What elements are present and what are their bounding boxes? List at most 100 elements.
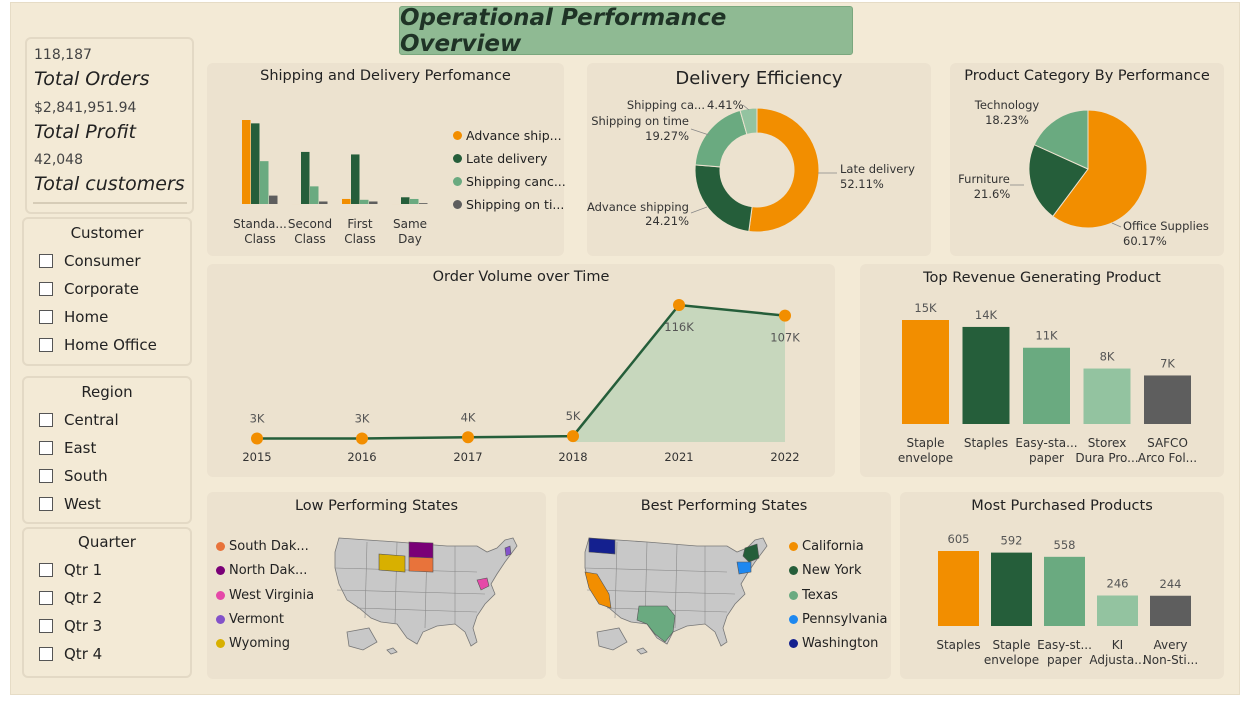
state-california	[584, 571, 612, 609]
data-point	[251, 432, 263, 445]
checkbox[interactable]	[39, 563, 53, 577]
x-tick-label: 2021	[664, 450, 693, 464]
slicer-item-east[interactable]: East	[39, 439, 96, 457]
x-tick-label: Staples	[936, 638, 980, 652]
total-customers-label: Total customers	[34, 173, 185, 195]
data-label: 5K	[566, 409, 581, 423]
low-states-title: Low Performing States	[294, 498, 459, 514]
slicer-item-consumer[interactable]: Consumer	[39, 252, 141, 270]
legend-shipping-on-time[interactable]: Shipping on ti...	[453, 197, 564, 212]
x-tick-label: paper	[1047, 653, 1082, 667]
legend-dot	[216, 590, 225, 600]
kpi-divider	[33, 202, 187, 204]
best-states-map[interactable]	[577, 532, 787, 662]
checkbox[interactable]	[39, 413, 53, 427]
state-border	[356, 607, 478, 613]
x-tick-label: Dura Pro...	[1075, 451, 1138, 465]
slicer-item-qtr2[interactable]: Qtr 2	[39, 589, 102, 607]
most-purchased-title: Most Purchased Products	[971, 498, 1153, 514]
state-texas	[636, 605, 676, 643]
x-tick-label: 2018	[558, 450, 587, 464]
legend-shipping-canceled[interactable]: Shipping canc...	[453, 174, 566, 189]
legend-label: Advance ship...	[466, 128, 562, 143]
state-west-virginia	[476, 577, 490, 591]
legend-item-texas[interactable]: Texas	[789, 588, 838, 603]
slicer-item-home-office[interactable]: Home Office	[39, 336, 157, 354]
slicer-item-west[interactable]: West	[39, 495, 101, 513]
slicer-item-south[interactable]: South	[39, 467, 108, 485]
slicer-item-label: Qtr 3	[64, 617, 103, 635]
legend-late-delivery[interactable]: Late delivery	[453, 151, 547, 166]
bar-shipping-canceled	[410, 198, 419, 204]
legend-advance-shipping[interactable]: Advance ship...	[453, 128, 562, 143]
leader-line	[742, 104, 750, 111]
legend-item-vermont[interactable]: Vermont	[216, 612, 284, 627]
low-states-map[interactable]	[327, 532, 537, 662]
pie-label-pct: 60.17%	[1123, 234, 1167, 248]
legend-item-south-dak[interactable]: South Dak...	[216, 539, 309, 554]
data-label: 14K	[975, 308, 998, 322]
bar	[1150, 595, 1191, 626]
legend-label: Shipping canc...	[466, 174, 566, 189]
legend-item-new-york[interactable]: New York	[789, 563, 862, 578]
legend-label: South Dak...	[229, 539, 309, 554]
checkbox[interactable]	[39, 647, 53, 661]
legend-item-wyoming[interactable]: Wyoming	[216, 636, 290, 651]
legend-item-california[interactable]: California	[789, 539, 864, 554]
legend-dot	[216, 542, 225, 551]
checkbox[interactable]	[39, 254, 53, 268]
donut-label-name: Advance shipping	[587, 200, 689, 214]
quarter-slicer-title: Quarter	[78, 533, 136, 551]
order-volume-panel: Order Volume over Time 3K 2015 3K 2016 4K 201…	[207, 264, 835, 477]
checkbox[interactable]	[39, 310, 53, 324]
checkbox[interactable]	[39, 619, 53, 633]
legend-dot	[216, 566, 225, 576]
donut-label-name: Shipping ca...	[627, 98, 705, 112]
x-tick-label: SAFCO	[1147, 436, 1188, 450]
quarter-slicer: Quarter Qtr 1 Qtr 2 Qtr 3 Qtr 4	[22, 527, 192, 678]
slicer-item-central[interactable]: Central	[39, 411, 119, 429]
slicer-item-label: Home	[64, 308, 109, 326]
bar-late-delivery	[351, 154, 360, 204]
checkbox[interactable]	[39, 441, 53, 455]
bar	[902, 320, 949, 424]
bar	[1097, 595, 1138, 626]
donut-label-pct: 52.11%	[840, 177, 884, 191]
data-point	[673, 299, 685, 311]
state-border	[584, 567, 728, 573]
legend-dot	[789, 542, 798, 551]
slicer-item-label: East	[64, 439, 97, 457]
slicer-item-qtr3[interactable]: Qtr 3	[39, 617, 102, 635]
pie-label-name: Furniture	[958, 172, 1010, 186]
state-vermont	[504, 545, 512, 557]
x-tick-label: Class	[244, 232, 276, 246]
checkbox[interactable]	[39, 282, 53, 296]
shipping-performance-panel: Shipping and Delivery Perfomance Standa.…	[207, 63, 566, 256]
slicer-item-label: Central	[64, 411, 119, 429]
top-revenue-panel: Top Revenue Generating Product 15K Staple…	[860, 264, 1224, 477]
donut-label-pct: 24.21%	[645, 214, 689, 228]
slicer-item-qtr4[interactable]: Qtr 4	[39, 645, 102, 663]
x-tick-label: Easy-st...	[1037, 638, 1092, 652]
checkbox[interactable]	[39, 591, 53, 605]
bar-shipping-on-time	[269, 195, 278, 204]
checkbox[interactable]	[39, 338, 53, 352]
legend-item-west-virginia[interactable]: West Virginia	[216, 588, 314, 603]
state-new-york	[742, 543, 760, 563]
legend-item-north-dak[interactable]: North Dak...	[216, 563, 307, 578]
bar	[1083, 368, 1131, 424]
legend-item-washington[interactable]: Washington	[789, 636, 878, 651]
total-orders-value: 118,187	[34, 47, 92, 63]
checkbox[interactable]	[39, 469, 53, 483]
slicer-item-home[interactable]: Home	[39, 308, 108, 326]
slicer-item-corporate[interactable]: Corporate	[39, 280, 139, 298]
x-tick-label: paper	[1029, 451, 1064, 465]
data-label: 4K	[461, 410, 476, 424]
customer-slicer: Customer Consumer Corporate Home Home Of…	[22, 217, 192, 366]
slicer-item-qtr1[interactable]: Qtr 1	[39, 561, 102, 579]
bar-shipping-canceled	[360, 199, 369, 204]
legend-item-pennsylvania[interactable]: Pennsylvania	[789, 612, 887, 627]
checkbox[interactable]	[39, 497, 53, 511]
x-tick-label: envelope	[898, 451, 953, 465]
